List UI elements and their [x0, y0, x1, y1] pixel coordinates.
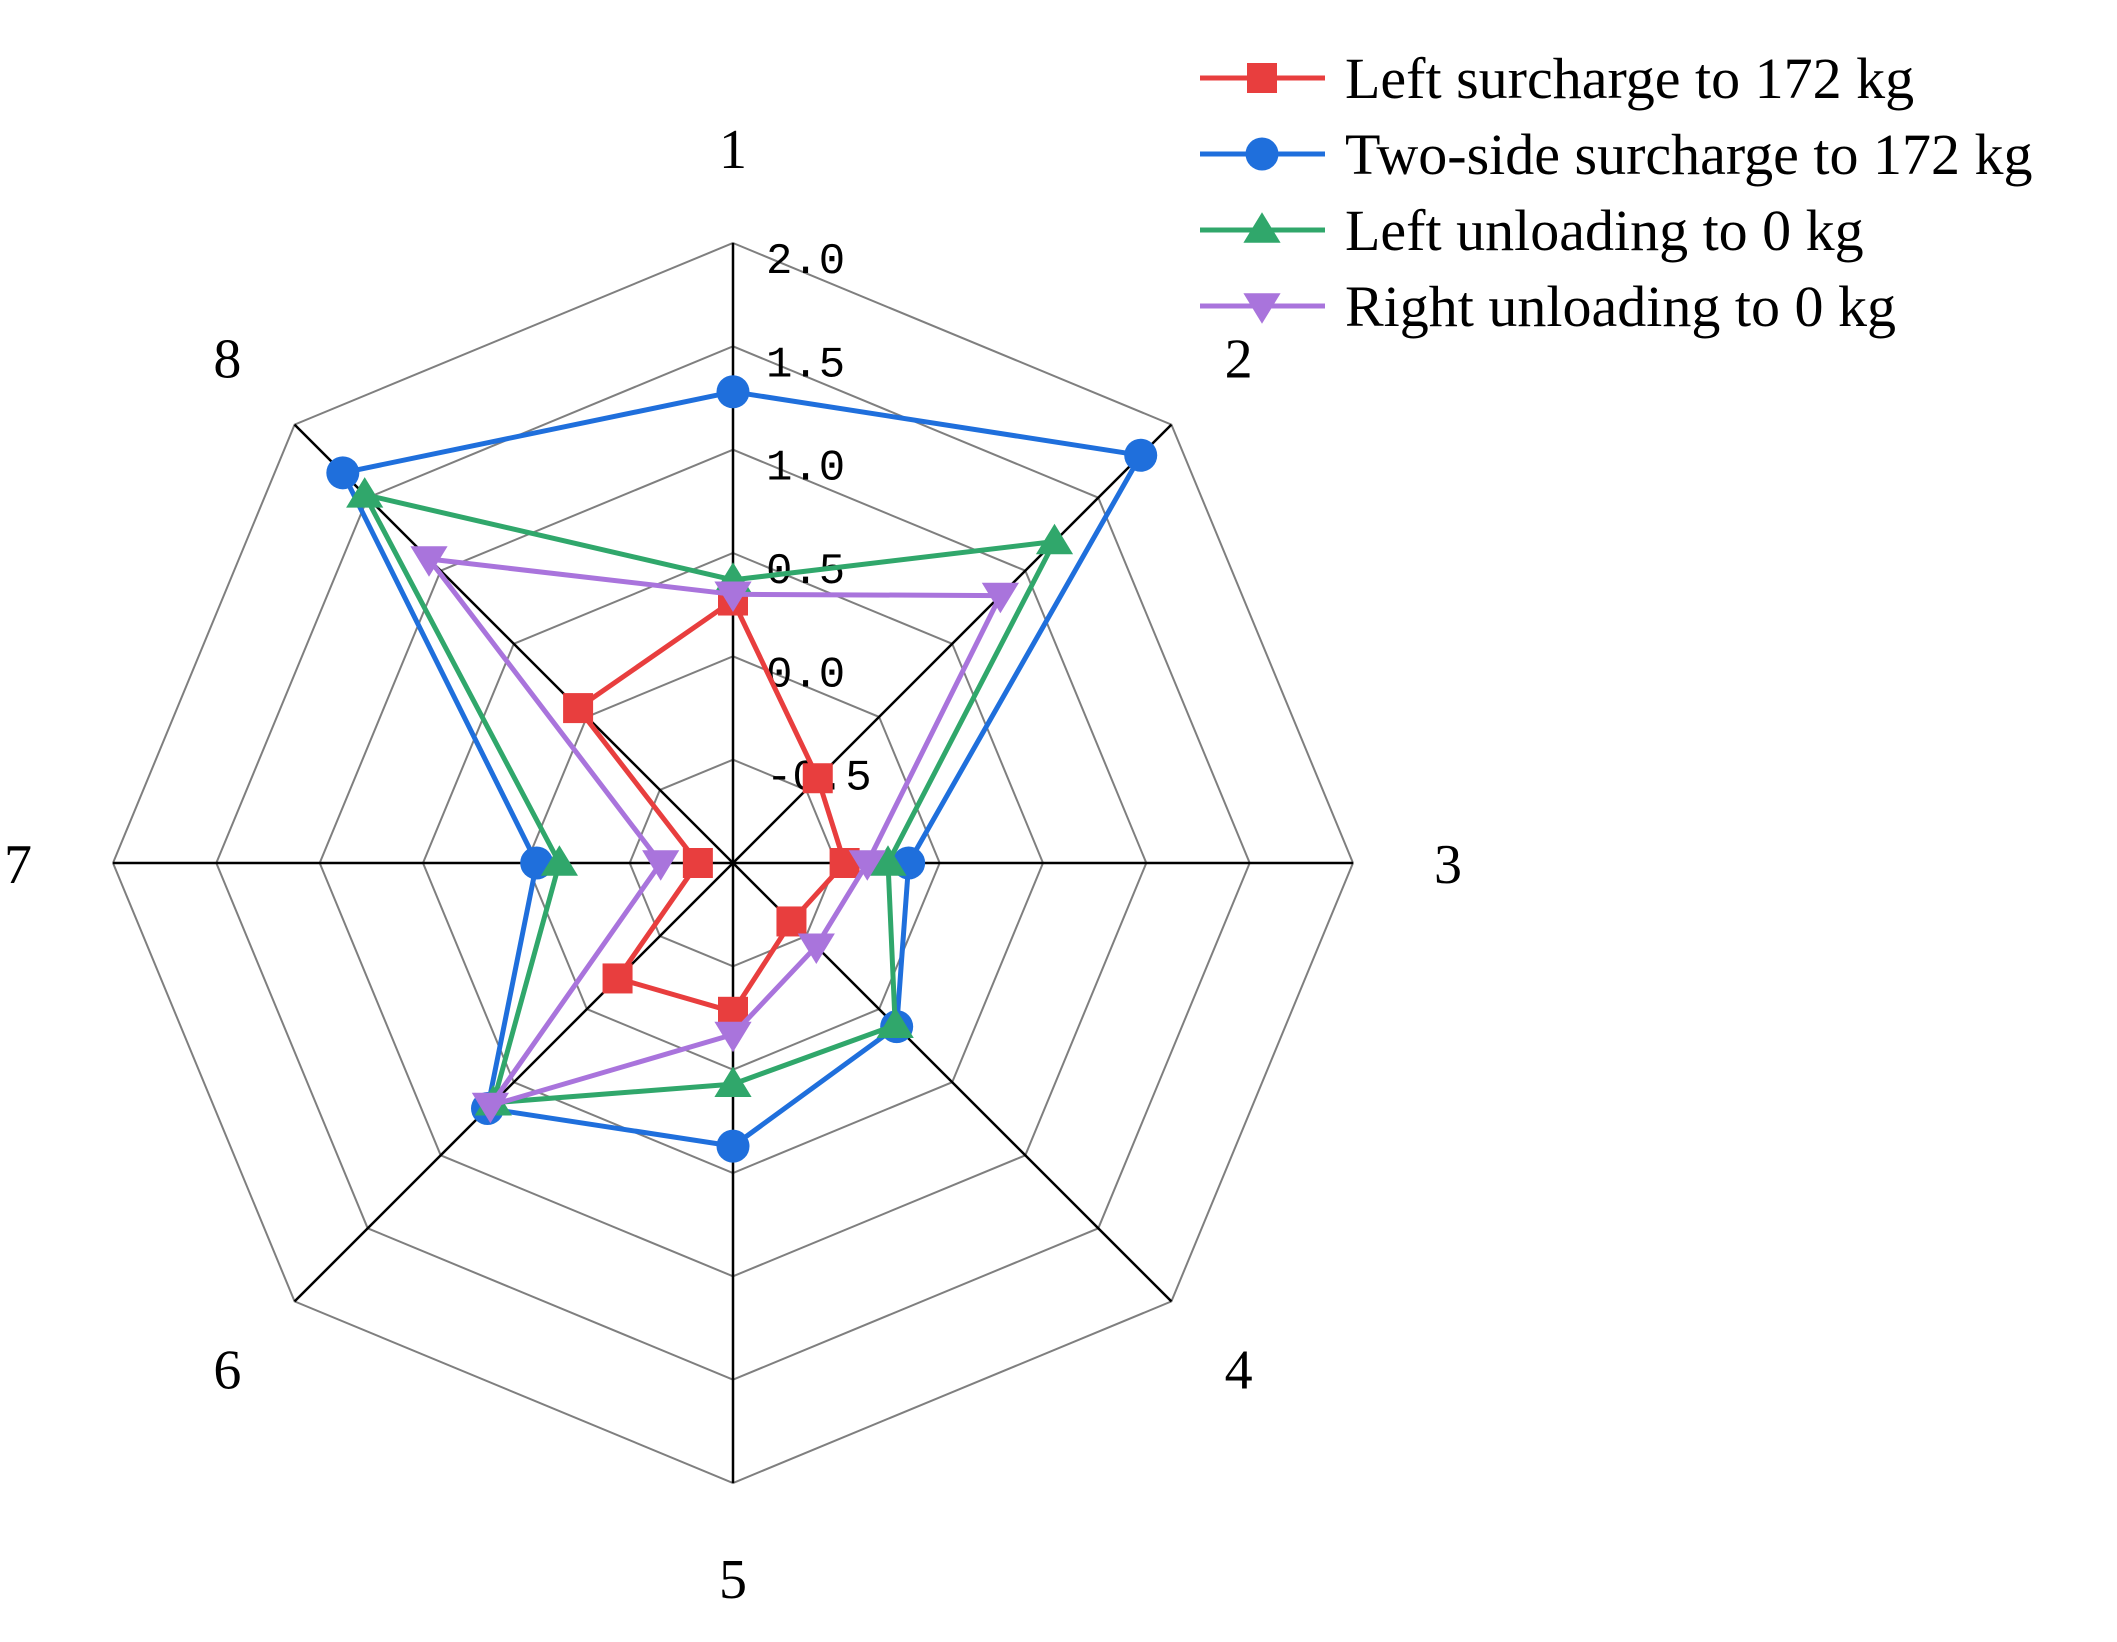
data-point-2	[1124, 438, 1158, 472]
category-label-4: 4	[1225, 1340, 1253, 1402]
series-3	[346, 477, 1074, 1116]
category-labels: 1 2 3 4 5 6 7 8	[4, 119, 1462, 1611]
data-point-3	[848, 850, 886, 881]
data-point-1	[716, 375, 750, 409]
legend-marker	[1243, 293, 1281, 324]
legend-marker	[1247, 63, 1277, 93]
legend-item: Left unloading to 0 kg	[1200, 198, 1864, 263]
category-label-3: 3	[1434, 834, 1462, 896]
legend-item: Left surcharge to 172 kg	[1200, 46, 1914, 111]
radial-tick-labels: 2.01.51.00.50.0-0.5	[766, 237, 872, 804]
legend-label: Two-side surcharge to 172 kg	[1345, 122, 2033, 187]
data-point-1	[714, 581, 752, 612]
legend-label: Left surcharge to 172 kg	[1345, 46, 1914, 111]
tick-label: 2.0	[766, 237, 845, 287]
tick-label: 1.0	[766, 444, 845, 494]
data-point-6	[471, 1092, 509, 1124]
category-label-1: 1	[719, 119, 747, 181]
data-point-2	[802, 763, 833, 794]
data-point-2	[1035, 523, 1074, 555]
category-label-5: 5	[719, 1549, 747, 1611]
legend-item: Two-side surcharge to 172 kg	[1200, 122, 2033, 187]
data-point-8	[326, 456, 360, 490]
category-label-2: 2	[1225, 328, 1253, 390]
legend: Left surcharge to 172 kg Two-side surchar…	[1200, 46, 2033, 339]
series-layer	[326, 375, 1158, 1163]
data-point-3	[869, 845, 907, 876]
legend-marker	[1243, 212, 1281, 243]
data-point-4	[776, 906, 807, 937]
category-label-7: 7	[4, 834, 32, 896]
grid-spoke	[293, 862, 734, 1303]
data-point-8	[563, 693, 594, 724]
legend-label: Right unloading to 0 kg	[1345, 274, 1896, 339]
series-4	[410, 546, 1019, 1124]
data-point-2	[981, 582, 1019, 614]
radar-grid	[111, 241, 1355, 1485]
category-label-6: 6	[213, 1340, 241, 1402]
data-point-5	[714, 1021, 752, 1053]
data-point-5	[716, 1129, 750, 1163]
data-point-7	[642, 850, 680, 881]
series-line	[362, 492, 1057, 1106]
data-point-7	[540, 845, 578, 876]
legend-item: Right unloading to 0 kg	[1200, 274, 1896, 339]
data-point-8	[346, 477, 384, 508]
category-label-8: 8	[213, 328, 241, 390]
data-point-4	[876, 1007, 914, 1038]
data-point-8	[410, 546, 448, 577]
data-point-5	[714, 1066, 752, 1097]
legend-marker	[1245, 137, 1279, 171]
series-2	[326, 375, 1158, 1163]
data-point-7	[682, 848, 713, 878]
series-1	[563, 585, 860, 1027]
tick-label: 1.5	[766, 340, 845, 390]
data-point-4	[797, 933, 835, 964]
data-point-6	[602, 963, 633, 994]
legend-label: Left unloading to 0 kg	[1345, 198, 1864, 263]
